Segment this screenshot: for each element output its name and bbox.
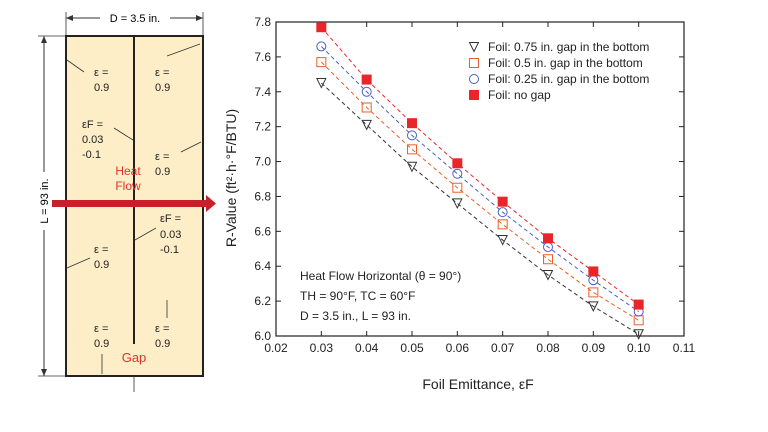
epsf-label-right: εF = (160, 213, 181, 225)
legend-marker-series-1 (468, 42, 480, 53)
eps-value-mid-left: 0.9 (94, 259, 109, 271)
x-tick-label: 0.03 (310, 341, 334, 355)
data-point-series-4 (316, 22, 327, 33)
pointer-epsf-right (134, 227, 157, 241)
pointer-eps-top-right (166, 43, 201, 57)
data-point-series-2 (316, 57, 327, 68)
legend-label-series-1: Foil: 0.75 in. gap in the bottom (488, 40, 649, 54)
x-axis-label: Foil Emittance, εF (422, 376, 533, 392)
data-point-series-3 (407, 130, 417, 141)
data-point-series-1 (633, 329, 644, 340)
eps-value-top-left: 0.9 (94, 82, 109, 94)
data-point-series-4 (452, 158, 463, 169)
epsf-value-left-1: 0.03 (82, 134, 103, 146)
trend-line-series-3 (320, 46, 639, 312)
data-point-series-3 (633, 306, 644, 317)
data-point-series-1 (497, 235, 508, 246)
x-tick-label: 0.06 (446, 341, 470, 355)
epsf-value-right-2: -0.1 (160, 244, 179, 256)
trend-line-series-4 (320, 26, 639, 306)
epsf-label-left: εF = (82, 119, 103, 131)
data-point-series-2 (497, 219, 508, 230)
eps-label-mid-left: ε = (94, 244, 108, 256)
eps-label-top-right: ε = (155, 67, 169, 79)
width-dimension: D = 3.5 in. (65, 10, 204, 36)
legend-marker-series-2 (469, 58, 479, 68)
data-point-series-4 (497, 196, 508, 207)
legend-label-series-3: Foil: 0.25 in. gap in the bottom (488, 72, 649, 86)
annotation-line-2: TH = 90°F, TC = 60°F (300, 289, 415, 303)
eps-label-mid-right: ε = (155, 151, 169, 163)
trend-line-series-2 (320, 61, 639, 321)
data-point-series-2 (361, 102, 372, 113)
data-point-series-3 (361, 86, 372, 97)
x-tick-label: 0.08 (536, 341, 560, 355)
data-point-series-1 (361, 119, 372, 131)
epsf-value-left-2: -0.1 (82, 149, 101, 161)
x-tick-label: 0.09 (582, 341, 606, 355)
data-point-series-2 (633, 315, 644, 326)
annotation-line-3: D = 3.5 in., L = 93 in. (300, 309, 411, 323)
plot-frame (275, 21, 685, 337)
data-point-series-4 (361, 74, 372, 85)
x-tick-label: 0.04 (355, 341, 379, 355)
data-point-series-1 (406, 161, 418, 173)
trend-line-series-1 (320, 82, 639, 335)
eps-label-top-left: ε = (94, 67, 108, 79)
width-label: D = 3.5 in. (110, 13, 160, 25)
length-dimension: L = 93 in. (36, 35, 66, 377)
data-point-series-4 (588, 266, 599, 277)
pointer-eps-mid-left (66, 257, 91, 269)
data-point-series-3 (543, 242, 553, 253)
legend-marker-series-4 (469, 90, 479, 100)
cavity-diagram: D = 3.5 in. L = 93 in. ε = 0.9 ε = 0.9 ε… (36, 10, 216, 392)
data-point-series-1 (588, 301, 599, 312)
annotation-line-1: Heat Flow Horizontal (θ = 90°) (300, 269, 461, 283)
epsf-value-right-1: 0.03 (160, 229, 181, 241)
heat-flow-label-2: Flow (115, 179, 141, 193)
x-tick-label: 0.10 (627, 341, 651, 355)
x-tick-label: 0.05 (400, 341, 424, 355)
x-tick-label: 0.11 (673, 341, 696, 355)
data-point-series-1 (452, 198, 463, 210)
data-point-series-1 (542, 269, 554, 281)
legend-label-series-2: Foil: 0.5 in. gap in the bottom (488, 56, 643, 70)
data-point-series-4 (543, 233, 553, 244)
heat-flow-label-1: Heat (115, 164, 141, 178)
x-tick-label: 0.07 (491, 341, 515, 355)
data-point-series-4 (633, 299, 644, 310)
eps-label-bottom-left: ε = (94, 323, 108, 335)
pointer-eps-top-left (66, 59, 85, 73)
length-label: L = 93 in. (39, 178, 51, 223)
data-point-series-2 (452, 182, 463, 193)
legend-marker-series-3 (469, 74, 479, 84)
data-point-series-3 (316, 41, 327, 52)
data-point-series-3 (497, 207, 508, 218)
x-tick-label: 0.02 (264, 341, 288, 355)
gap-label: Gap (122, 350, 147, 365)
eps-value-mid-right: 0.9 (155, 166, 170, 178)
legend-label-series-4: Foil: no gap (488, 88, 551, 102)
eps-value-top-right: 0.9 (155, 82, 170, 94)
heat-flow-arrow (52, 195, 216, 212)
data-point-series-2 (407, 144, 417, 155)
pointer-eps-mid-right (180, 141, 202, 153)
eps-value-bottom-right: 0.9 (155, 338, 170, 350)
data-point-series-2 (588, 287, 599, 298)
data-point-series-3 (588, 275, 599, 286)
data-point-series-2 (543, 254, 553, 265)
eps-value-bottom-left: 0.9 (94, 338, 109, 350)
pointer-epsf-left (113, 127, 134, 141)
data-point-series-1 (316, 78, 327, 89)
data-point-series-3 (452, 168, 463, 179)
data-point-series-4 (407, 118, 417, 129)
eps-label-bottom-right: ε = (155, 323, 169, 335)
